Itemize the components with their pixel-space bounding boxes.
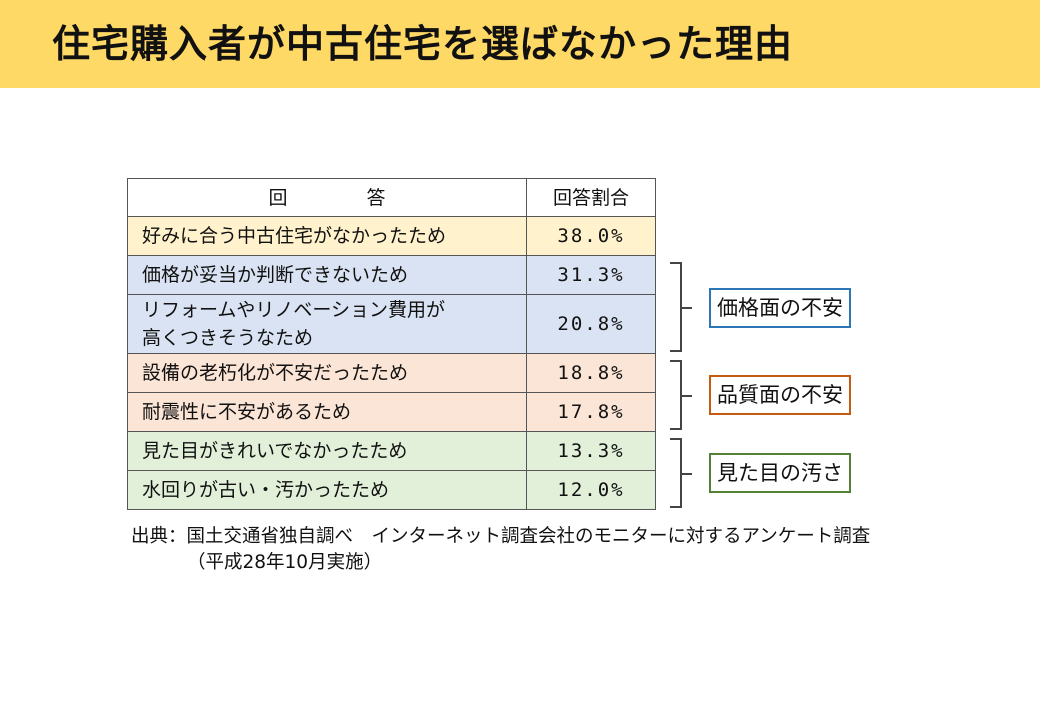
ratio-cell: 12.0%	[526, 470, 656, 510]
source-line-1: 出典：国土交通省独自調べ インターネット調査会社のモニターに対するアンケート調査	[131, 526, 871, 547]
table-row: 水回りが古い・汚かったため 12.0%	[127, 470, 656, 510]
ratio-cell: 38.0%	[526, 216, 656, 256]
table-row: 価格が妥当か判断できないため 31.3%	[127, 255, 656, 295]
answer-cell: 耐震性に不安があるため	[127, 392, 527, 432]
table-row: 見た目がきれいでなかったため 13.3%	[127, 431, 656, 471]
survey-table: 回 答 回答割合 好みに合う中古住宅がなかったため 38.0% 価格が妥当か判断…	[127, 178, 656, 510]
page-title: 住宅購入者が中古住宅を選ばなかった理由	[52, 22, 794, 66]
bracket-tick	[682, 473, 692, 475]
table-row: 好みに合う中古住宅がなかったため 38.0%	[127, 216, 656, 256]
title-bar: 住宅購入者が中古住宅を選ばなかった理由	[0, 0, 1040, 88]
source-line-2: （平成28年10月実施）	[187, 552, 383, 573]
group-label-quality: 品質面の不安	[709, 375, 851, 415]
table-row: 耐震性に不安があるため 17.8%	[127, 392, 656, 432]
group-label-price: 価格面の不安	[709, 288, 851, 328]
appearance-group-bracket	[670, 438, 692, 508]
group-label-appearance: 見た目の汚さ	[709, 453, 851, 493]
answer-cell: 価格が妥当か判断できないため	[127, 255, 527, 295]
table-row: 設備の老朽化が不安だったため 18.8%	[127, 353, 656, 393]
ratio-cell: 20.8%	[526, 294, 656, 354]
quality-group-bracket	[670, 360, 692, 430]
header-ratio: 回答割合	[526, 178, 656, 217]
price-group-bracket	[670, 262, 692, 352]
answer-line-2: 高くつきそうなため	[142, 327, 314, 349]
table-header-row: 回 答 回答割合	[127, 178, 656, 217]
header-answer: 回 答	[127, 178, 527, 217]
answer-cell: 設備の老朽化が不安だったため	[127, 353, 527, 393]
table-row: リフォームやリノベーション費用が 高くつきそうなため 20.8%	[127, 294, 656, 354]
ratio-cell: 13.3%	[526, 431, 656, 471]
bracket-tick	[682, 395, 692, 397]
ratio-cell: 31.3%	[526, 255, 656, 295]
answer-line-1: リフォームやリノベーション費用が	[142, 299, 446, 321]
bracket-tick	[682, 307, 692, 309]
answer-cell: 好みに合う中古住宅がなかったため	[127, 216, 527, 256]
source-note: 出典：国土交通省独自調べ インターネット調査会社のモニターに対するアンケート調査…	[131, 524, 870, 576]
answer-cell: リフォームやリノベーション費用が 高くつきそうなため	[127, 294, 527, 354]
ratio-cell: 18.8%	[526, 353, 656, 393]
answer-cell: 見た目がきれいでなかったため	[127, 431, 527, 471]
ratio-cell: 17.8%	[526, 392, 656, 432]
answer-cell: 水回りが古い・汚かったため	[127, 470, 527, 510]
